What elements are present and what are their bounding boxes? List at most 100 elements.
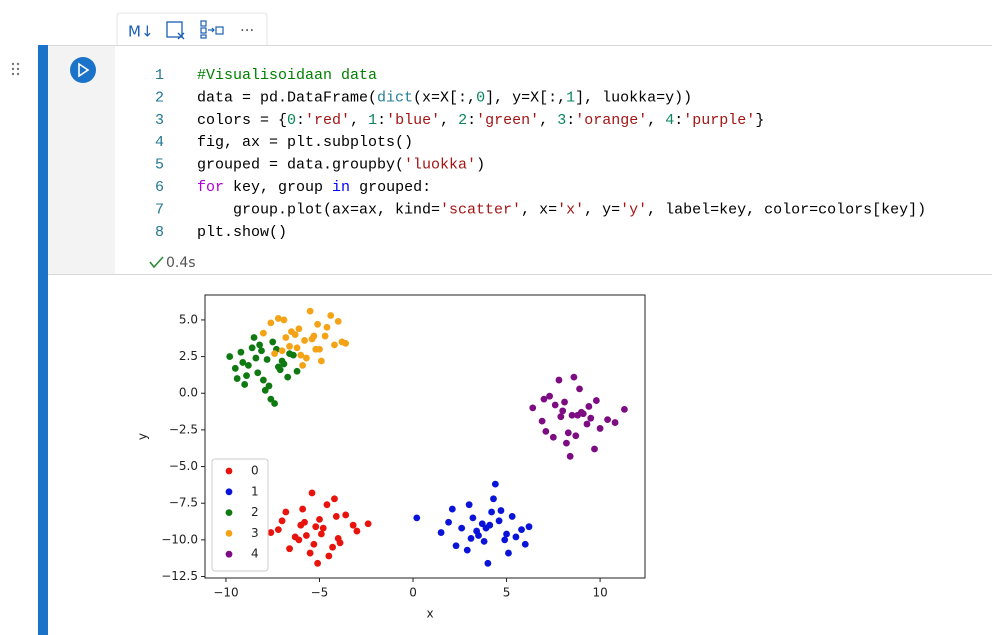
code-token: , y= <box>584 201 620 218</box>
scatter-point <box>295 536 303 544</box>
scatter-point <box>508 513 516 520</box>
scatter-point <box>278 347 286 355</box>
line-number: 2 <box>155 89 164 106</box>
scatter-point <box>525 523 533 531</box>
scatter-point <box>465 501 473 509</box>
code-line: group.plot(ax=ax, kind='scatter', x='x',… <box>197 201 926 218</box>
legend-box <box>211 458 269 572</box>
markdown-button[interactable]: M↓ <box>128 23 154 41</box>
split-cell-button[interactable] <box>200 20 224 39</box>
scatter-point <box>452 542 460 550</box>
scatter-point <box>621 405 628 413</box>
code-token: 'x' <box>557 201 584 218</box>
legend-marker <box>225 530 233 537</box>
scatter-point <box>308 489 316 497</box>
scatter-point <box>233 375 241 382</box>
scatter-point <box>497 507 505 514</box>
scatter-point <box>323 323 331 331</box>
code-token: 'luokka' <box>404 157 476 174</box>
code-token: : <box>296 112 305 129</box>
code-token: , <box>539 112 557 129</box>
legend-marker <box>225 550 233 558</box>
scatter-point <box>316 515 323 523</box>
scatter-point <box>555 376 563 384</box>
scatter-point <box>278 517 286 525</box>
scatter-point <box>271 400 278 407</box>
scatter-point <box>293 367 301 375</box>
scatter-point <box>314 559 322 567</box>
code-token: ], y=X[:, <box>485 89 566 106</box>
scatter-point <box>542 427 550 435</box>
code-token: 'orange' <box>575 112 647 129</box>
code-token: 4 <box>665 112 674 129</box>
scatter-point <box>274 315 282 322</box>
scatter-point <box>467 535 475 542</box>
scatter-point <box>574 411 582 419</box>
axes-frame <box>204 294 646 579</box>
scatter-point <box>280 316 288 324</box>
code-token: 'purple' <box>683 112 755 129</box>
y-tick-label: 2.5 <box>179 349 198 363</box>
clear-output-button[interactable] <box>166 21 185 40</box>
code-token: , <box>440 112 458 129</box>
code-token: : <box>467 112 476 129</box>
code-token: grouped = data.groupby( <box>197 157 404 174</box>
code-token: 0 <box>476 89 485 106</box>
more-button[interactable]: ··· <box>240 22 254 40</box>
scatter-point <box>463 546 471 554</box>
code-line: #Visualisoidaan data <box>197 67 377 84</box>
scatter-point <box>334 317 342 325</box>
scatter-point <box>248 344 256 352</box>
scatter-point <box>329 543 336 551</box>
scatter-point <box>319 524 327 532</box>
scatter-point <box>413 514 421 522</box>
scatter-point <box>448 505 456 513</box>
code-token: , x= <box>521 201 557 218</box>
scatter-point <box>546 392 553 400</box>
legend-label: 3 <box>251 526 259 540</box>
code-token: 'red' <box>305 112 350 129</box>
code-token: data = pd.DataFrame( <box>197 89 377 106</box>
line-number: 8 <box>155 224 164 241</box>
scatter-point <box>252 354 260 362</box>
scatter-point <box>282 334 290 341</box>
editor <box>115 46 992 274</box>
scatter-point <box>267 319 275 327</box>
x-tick-label: 10 <box>592 586 607 600</box>
scatter-point <box>445 518 452 526</box>
scatter-point <box>241 381 249 388</box>
line-number: 4 <box>155 134 164 151</box>
code-token: 0 <box>287 112 296 129</box>
scatter-point <box>297 521 305 529</box>
run-button[interactable] <box>70 57 96 83</box>
scatter-point <box>538 417 546 425</box>
scatter-point <box>301 337 308 344</box>
code-lines: 1 2 3 4 5 6 7 8 #Visualisoidaan data data = pd.Da… <box>155 67 926 241</box>
drag-handle[interactable] <box>11 62 20 76</box>
scatter-point <box>310 540 318 548</box>
legend-label: 1 <box>251 484 259 498</box>
code-token: colors = { <box>197 112 287 129</box>
code-token: , label=key, color=colors[key]) <box>647 201 926 218</box>
scatter-point <box>611 419 619 426</box>
scatter-point <box>349 521 357 529</box>
scatter-point <box>284 373 292 381</box>
scatter-point <box>317 530 325 538</box>
y-tick-label: 5.0 <box>179 312 198 326</box>
code-token: , <box>350 112 368 129</box>
y-axis-label: y <box>136 433 150 440</box>
scatter-point <box>557 413 565 421</box>
legend-label: 4 <box>251 547 259 561</box>
scatter-point <box>243 372 250 380</box>
legend-marker <box>225 509 233 516</box>
scatter-point <box>312 345 320 353</box>
scatter-point <box>342 511 350 519</box>
scatter-point <box>518 526 525 534</box>
scatter-point <box>331 341 338 349</box>
y-tick-label: −10.0 <box>161 532 198 546</box>
scatter-point <box>334 535 342 542</box>
code-token: in <box>332 179 350 196</box>
scatter-point <box>488 508 495 516</box>
scatter-point <box>503 530 510 538</box>
scatter-point <box>482 524 490 532</box>
